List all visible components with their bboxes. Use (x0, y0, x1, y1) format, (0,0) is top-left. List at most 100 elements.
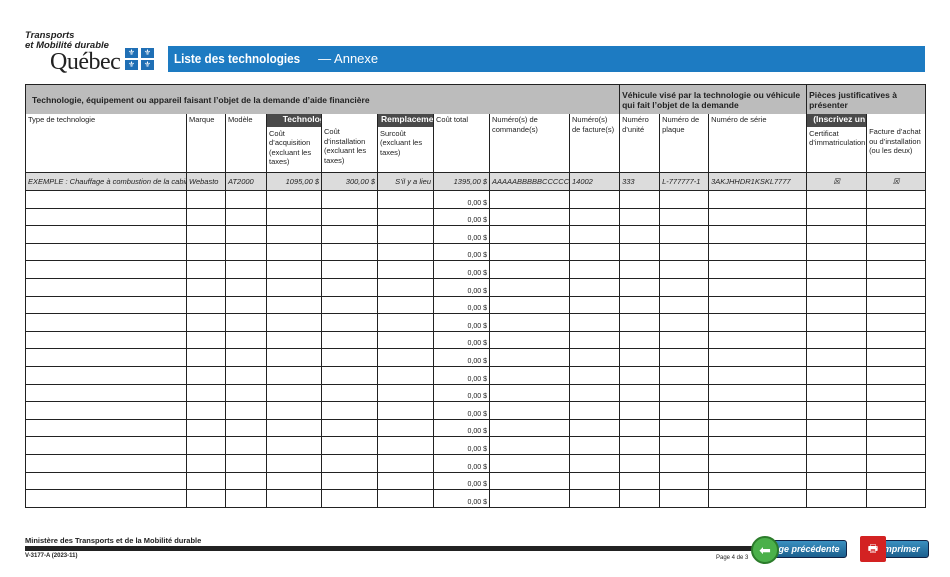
input-cell[interactable] (266, 207, 322, 227)
printer-icon[interactable]: 🖶 (860, 536, 886, 562)
input-cell[interactable] (489, 383, 570, 403)
input-cell[interactable] (489, 348, 570, 367)
input-cell[interactable] (266, 401, 322, 420)
input-cell[interactable] (568, 242, 621, 262)
input-cell[interactable] (25, 365, 187, 385)
input-cell[interactable] (619, 436, 661, 455)
input-cell[interactable] (321, 313, 378, 332)
input-cell[interactable] (708, 383, 808, 403)
input-cell[interactable] (619, 453, 661, 473)
input-cell[interactable] (708, 453, 808, 473)
input-cell[interactable] (806, 383, 868, 403)
input-cell[interactable] (266, 348, 322, 367)
input-cell[interactable] (659, 330, 710, 350)
input-cell[interactable] (225, 453, 267, 473)
input-cell[interactable] (266, 471, 322, 491)
input-cell[interactable] (866, 471, 927, 491)
input-cell[interactable] (619, 330, 661, 350)
input-cell[interactable] (866, 489, 927, 508)
input-cell[interactable] (186, 401, 226, 420)
input-cell[interactable] (377, 260, 434, 279)
input-cell[interactable] (806, 190, 868, 209)
input-cell[interactable] (708, 313, 808, 332)
input-cell[interactable] (321, 207, 378, 227)
input-cell[interactable] (377, 295, 434, 315)
input-cell[interactable] (266, 418, 322, 438)
input-cell[interactable] (186, 330, 226, 350)
input-cell[interactable] (619, 489, 661, 508)
input-cell[interactable] (708, 330, 808, 350)
input-cell[interactable] (186, 489, 226, 508)
input-cell[interactable] (377, 242, 434, 262)
input-cell[interactable] (659, 453, 710, 473)
input-cell[interactable] (377, 418, 434, 438)
input-cell[interactable] (568, 295, 621, 315)
input-cell[interactable] (266, 242, 322, 262)
input-cell[interactable] (489, 489, 570, 508)
input-cell[interactable] (225, 295, 267, 315)
input-cell[interactable] (866, 260, 927, 279)
input-cell[interactable] (186, 277, 226, 297)
input-cell[interactable] (708, 418, 808, 438)
input-cell[interactable] (25, 295, 187, 315)
input-cell[interactable] (866, 242, 927, 262)
input-cell[interactable] (866, 401, 927, 420)
input-cell[interactable] (25, 453, 187, 473)
input-cell[interactable] (866, 348, 927, 367)
input-cell[interactable] (25, 383, 187, 403)
input-cell[interactable] (377, 436, 434, 455)
input-cell[interactable] (321, 436, 378, 455)
input-cell[interactable] (321, 401, 378, 420)
input-cell[interactable] (806, 365, 868, 385)
input-cell[interactable] (266, 313, 322, 332)
input-cell[interactable] (225, 365, 267, 385)
input-cell[interactable] (225, 436, 267, 455)
input-cell[interactable] (377, 365, 434, 385)
input-cell[interactable] (568, 277, 621, 297)
input-cell[interactable] (489, 365, 570, 385)
input-cell[interactable] (186, 190, 226, 209)
input-cell[interactable] (866, 418, 927, 438)
input-cell[interactable] (377, 471, 434, 491)
input-cell[interactable] (659, 260, 710, 279)
input-cell[interactable] (25, 190, 187, 209)
input-cell[interactable] (619, 277, 661, 297)
input-cell[interactable] (321, 348, 378, 367)
input-cell[interactable] (568, 190, 621, 209)
input-cell[interactable] (25, 225, 187, 244)
input-cell[interactable] (866, 453, 927, 473)
input-cell[interactable] (266, 365, 322, 385)
input-cell[interactable] (806, 453, 868, 473)
input-cell[interactable] (321, 242, 378, 262)
input-cell[interactable] (866, 365, 927, 385)
input-cell[interactable] (186, 436, 226, 455)
input-cell[interactable] (708, 277, 808, 297)
input-cell[interactable] (866, 277, 927, 297)
input-cell[interactable] (568, 418, 621, 438)
input-cell[interactable] (266, 190, 322, 209)
input-cell[interactable] (321, 489, 378, 508)
input-cell[interactable] (186, 207, 226, 227)
input-cell[interactable] (708, 260, 808, 279)
input-cell[interactable] (25, 277, 187, 297)
input-cell[interactable] (489, 313, 570, 332)
input-cell[interactable] (377, 225, 434, 244)
input-cell[interactable] (708, 401, 808, 420)
input-cell[interactable] (659, 489, 710, 508)
input-cell[interactable] (619, 401, 661, 420)
input-cell[interactable] (806, 436, 868, 455)
input-cell[interactable] (489, 242, 570, 262)
input-cell[interactable] (321, 295, 378, 315)
input-cell[interactable] (377, 313, 434, 332)
input-cell[interactable] (25, 489, 187, 508)
input-cell[interactable] (619, 383, 661, 403)
input-cell[interactable] (321, 453, 378, 473)
input-cell[interactable] (708, 348, 808, 367)
input-cell[interactable] (321, 330, 378, 350)
input-cell[interactable] (186, 471, 226, 491)
input-cell[interactable] (659, 277, 710, 297)
input-cell[interactable] (866, 295, 927, 315)
input-cell[interactable] (321, 260, 378, 279)
input-cell[interactable] (659, 190, 710, 209)
input-cell[interactable] (186, 418, 226, 438)
